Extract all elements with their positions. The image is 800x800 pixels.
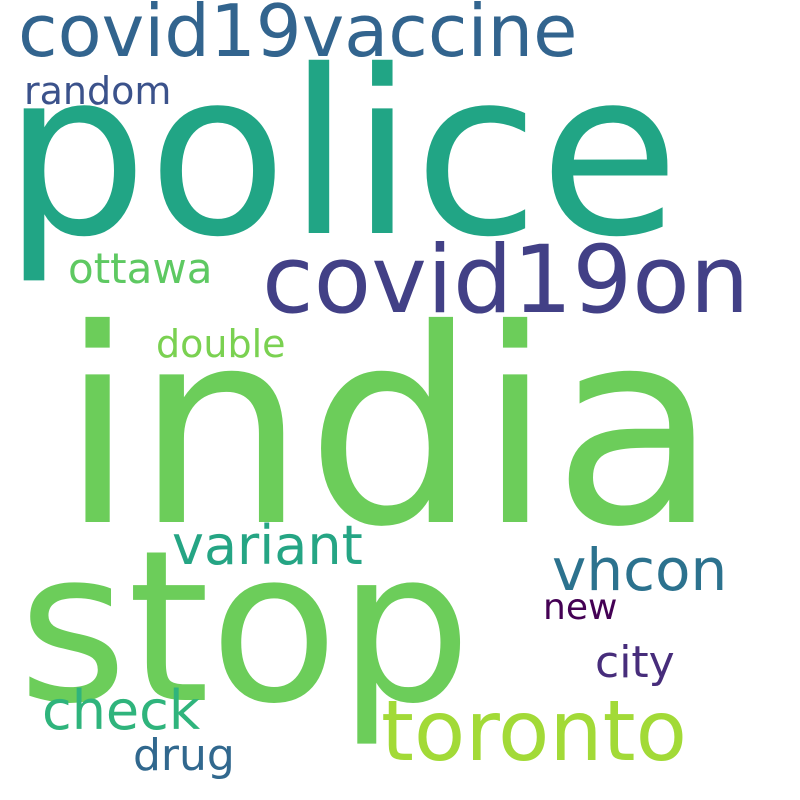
word-ottawa: ottawa — [68, 244, 213, 293]
word-city: city — [595, 637, 675, 688]
word-police: police — [3, 21, 680, 287]
word-covid19on: covid19on — [262, 226, 750, 335]
word-double: double — [156, 322, 286, 366]
word-check: check — [42, 679, 201, 742]
word-variant: variant — [172, 514, 363, 577]
word-toronto: toronto — [381, 682, 687, 780]
word-india: india — [60, 271, 718, 586]
word-covid19vaccine: covid19vaccine — [18, 0, 578, 73]
word-new: new — [543, 587, 618, 628]
word-random: random — [24, 69, 172, 113]
word-vhcon: vhcon — [552, 536, 728, 604]
word-stop: stop — [18, 505, 472, 750]
word-drug: drug — [133, 730, 235, 781]
